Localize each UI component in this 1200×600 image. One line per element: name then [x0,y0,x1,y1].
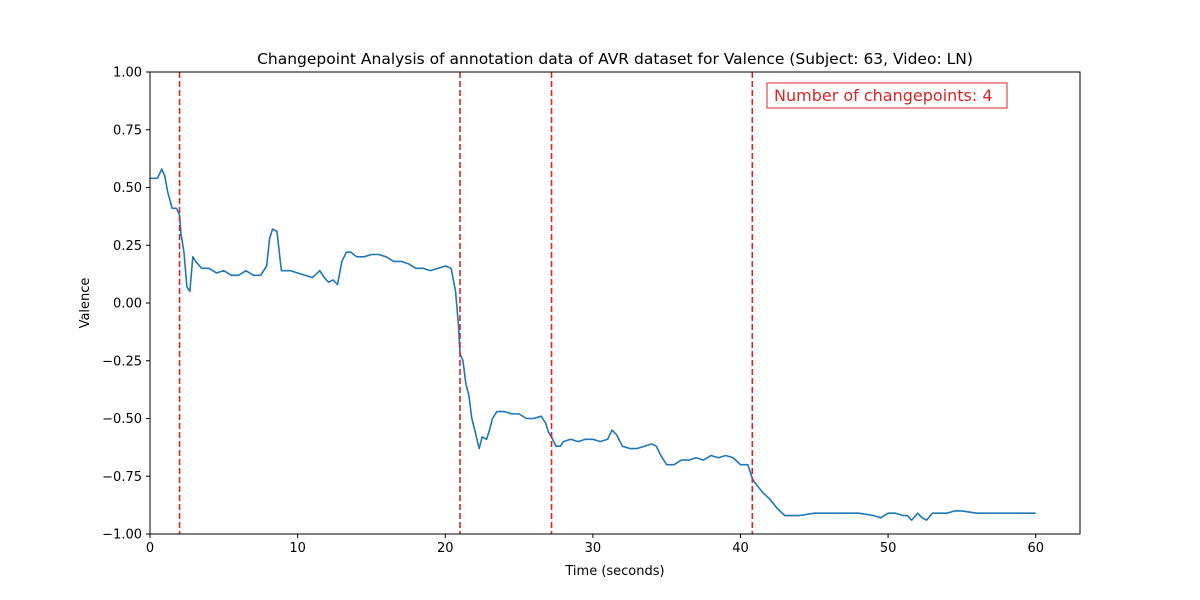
y-tick-label: 0.50 [113,181,142,196]
y-tick-label: −1.00 [102,528,142,543]
x-tick-label: 0 [146,541,154,556]
y-tick-label: 0.25 [113,239,142,254]
y-axis: −1.00 −0.75 −0.50 −0.25 0.00 0.25 0.50 0.75 1.00 [102,66,150,543]
x-tick-label: 50 [880,541,897,556]
chart-title: Changepoint Analysis of annotation data … [257,50,973,68]
y-tick-label: 0.00 [113,297,142,312]
y-tick-label: 1.00 [113,66,142,81]
y-tick-label: 0.75 [113,123,142,138]
x-axis: 0 10 20 30 40 50 60 [146,534,1044,556]
x-tick-label: 20 [437,541,454,556]
y-tick-label: −0.75 [102,470,142,485]
y-tick-label: −0.25 [102,354,142,369]
x-tick-label: 10 [289,541,306,556]
x-tick-label: 40 [732,541,749,556]
plot-area [150,72,1036,534]
annotation-text: Number of changepoints: 4 [774,86,993,105]
changepoint-count-annotation: Number of changepoints: 4 [766,82,1008,109]
x-axis-label: Time (seconds) [564,564,664,579]
y-tick-label: −0.50 [102,412,142,427]
plot-frame [149,71,1081,535]
x-tick-label: 30 [585,541,602,556]
annotation-box [766,82,1008,109]
x-tick-label: 60 [1027,541,1044,556]
valence-series-line-0 [150,168,1036,521]
y-axis-label: Valence [78,278,93,329]
